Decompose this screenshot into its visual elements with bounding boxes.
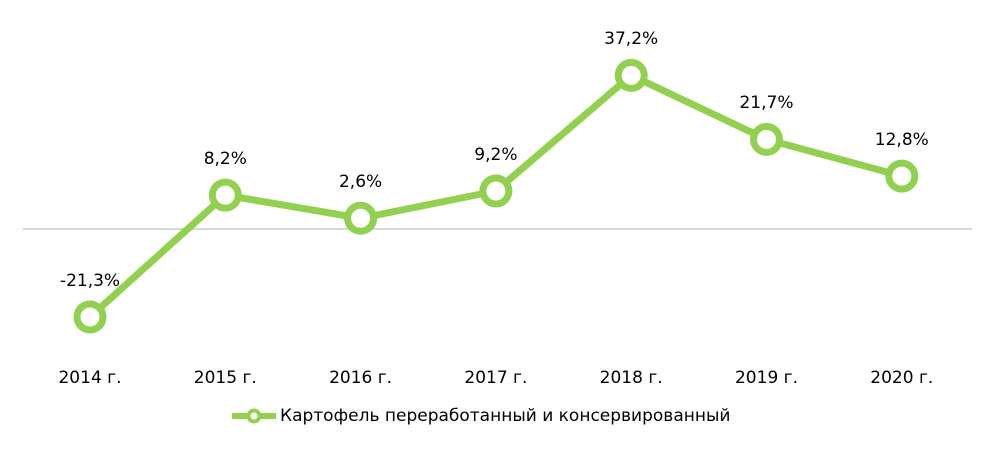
data-label: 21,7% [739, 93, 794, 114]
series-markers [73, 58, 919, 334]
data-point-marker [885, 159, 919, 193]
data-point-marker [479, 174, 513, 208]
legend: Картофель переработанный и консервирован… [232, 406, 730, 426]
data-label: 2,6% [338, 172, 383, 193]
data-point-marker [73, 300, 107, 334]
data-point-marker [750, 122, 783, 156]
x-axis-tick-label: 2017 г. [464, 368, 528, 388]
data-point-marker [344, 201, 378, 235]
x-axis-tick-label: 2015 г. [193, 368, 257, 388]
legend-label: Картофель переработанный и консервирован… [280, 406, 731, 426]
data-point-marker [614, 58, 648, 92]
data-label: -21,3% [59, 270, 121, 291]
x-axis-tick-label: 2016 г. [329, 368, 393, 388]
x-axis-tick-label: 2018 г. [599, 368, 663, 388]
legend-line-marker-icon [232, 408, 276, 424]
data-point-marker [208, 178, 242, 212]
data-label: 8,2% [203, 149, 247, 170]
data-label: 37,2% [604, 29, 659, 50]
data-label: 12,8% [874, 130, 929, 151]
data-label: 9,2% [474, 145, 518, 165]
x-axis-tick-label: 2014 г. [58, 368, 122, 388]
x-axis-tick-label: 2019 г. [734, 368, 799, 388]
x-axis-tick-label: 2020 г. [870, 368, 934, 388]
